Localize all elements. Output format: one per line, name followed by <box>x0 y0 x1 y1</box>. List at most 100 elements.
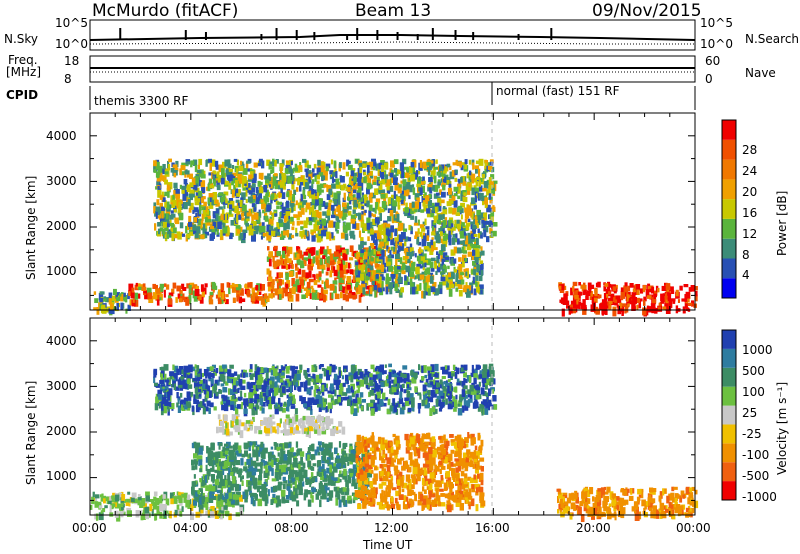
data-cell <box>259 183 262 191</box>
data-cell <box>425 235 430 241</box>
data-cell <box>310 229 314 235</box>
data-cell <box>167 298 173 305</box>
data-cell <box>280 165 283 174</box>
data-cell <box>424 441 430 445</box>
data-cell <box>112 503 116 507</box>
data-cell <box>440 465 446 470</box>
data-cell <box>244 450 248 457</box>
data-cell <box>345 186 349 191</box>
data-cell <box>191 190 195 198</box>
data-cell <box>429 472 435 480</box>
data-cell <box>109 303 114 310</box>
data-cell <box>326 231 331 240</box>
data-cell <box>352 269 355 275</box>
data-cell <box>255 462 261 467</box>
data-cell <box>569 304 574 309</box>
data-cell <box>253 292 258 298</box>
data-cell <box>334 447 338 454</box>
data-cell <box>200 509 204 514</box>
data-cell <box>328 452 334 458</box>
data-cell <box>418 176 421 181</box>
data-cell <box>465 288 470 292</box>
data-cell <box>252 462 256 466</box>
data-cell <box>218 206 223 210</box>
data-cell <box>416 236 420 245</box>
data-cell <box>228 468 231 475</box>
data-cell <box>415 266 420 275</box>
data-cell <box>209 295 213 301</box>
data-cell <box>478 180 481 187</box>
data-cell <box>234 499 240 506</box>
data-cell <box>305 272 309 279</box>
data-cell <box>99 297 104 303</box>
data-cell <box>288 288 292 293</box>
data-cell <box>344 288 348 294</box>
data-cell <box>366 174 370 179</box>
data-cell <box>360 259 364 263</box>
data-cell <box>397 245 401 252</box>
data-cell <box>155 284 158 291</box>
data-cell <box>104 505 108 509</box>
data-cell <box>468 504 471 510</box>
data-cell <box>212 192 217 200</box>
data-cell <box>321 280 324 284</box>
data-cell <box>206 215 211 220</box>
data-cell <box>298 276 304 281</box>
data-cell <box>310 208 313 214</box>
data-cell <box>165 223 170 228</box>
data-cell <box>297 285 301 293</box>
data-cell <box>665 283 671 290</box>
data-cell <box>193 295 198 302</box>
data-cell <box>323 170 328 176</box>
data-cell <box>401 488 405 493</box>
data-cell <box>372 214 376 218</box>
data-cell <box>245 189 248 197</box>
data-cell <box>448 467 454 471</box>
data-cell <box>285 283 289 289</box>
data-cell <box>309 416 315 424</box>
data-cell <box>246 160 251 164</box>
data-cell <box>258 158 263 163</box>
data-cell <box>480 270 484 276</box>
data-cell <box>480 212 485 219</box>
data-cell <box>313 224 318 232</box>
data-cell <box>258 430 263 435</box>
data-cell <box>159 195 163 200</box>
data-cell <box>394 269 399 275</box>
data-cell <box>320 476 324 480</box>
data-cell <box>326 265 330 272</box>
data-cell <box>244 498 248 503</box>
data-cell <box>364 247 370 252</box>
data-cell <box>431 456 436 465</box>
data-cell <box>479 284 484 289</box>
data-cell <box>352 275 355 283</box>
data-cell <box>276 231 281 236</box>
data-cell <box>294 490 298 497</box>
data-cell <box>281 467 286 473</box>
data-cell <box>166 231 169 239</box>
data-cell <box>305 207 308 213</box>
data-cell <box>381 223 384 230</box>
data-cell <box>370 184 373 189</box>
data-cell <box>342 294 347 301</box>
data-cell <box>328 418 334 425</box>
data-cell <box>167 186 171 191</box>
data-cell <box>311 229 316 234</box>
data-cell <box>362 439 367 447</box>
data-cell <box>394 237 398 241</box>
data-cell <box>405 189 410 197</box>
data-cell <box>365 260 369 267</box>
data-cell <box>336 229 339 234</box>
data-cell <box>316 174 320 180</box>
data-cell <box>337 260 342 265</box>
data-cell <box>161 211 164 219</box>
data-cell <box>165 510 169 514</box>
data-cell <box>268 251 273 258</box>
data-cell <box>653 293 657 298</box>
data-cell <box>685 303 688 309</box>
data-cell <box>238 180 243 184</box>
data-cell <box>241 192 246 200</box>
data-cell <box>377 250 381 255</box>
data-cell <box>419 231 423 237</box>
